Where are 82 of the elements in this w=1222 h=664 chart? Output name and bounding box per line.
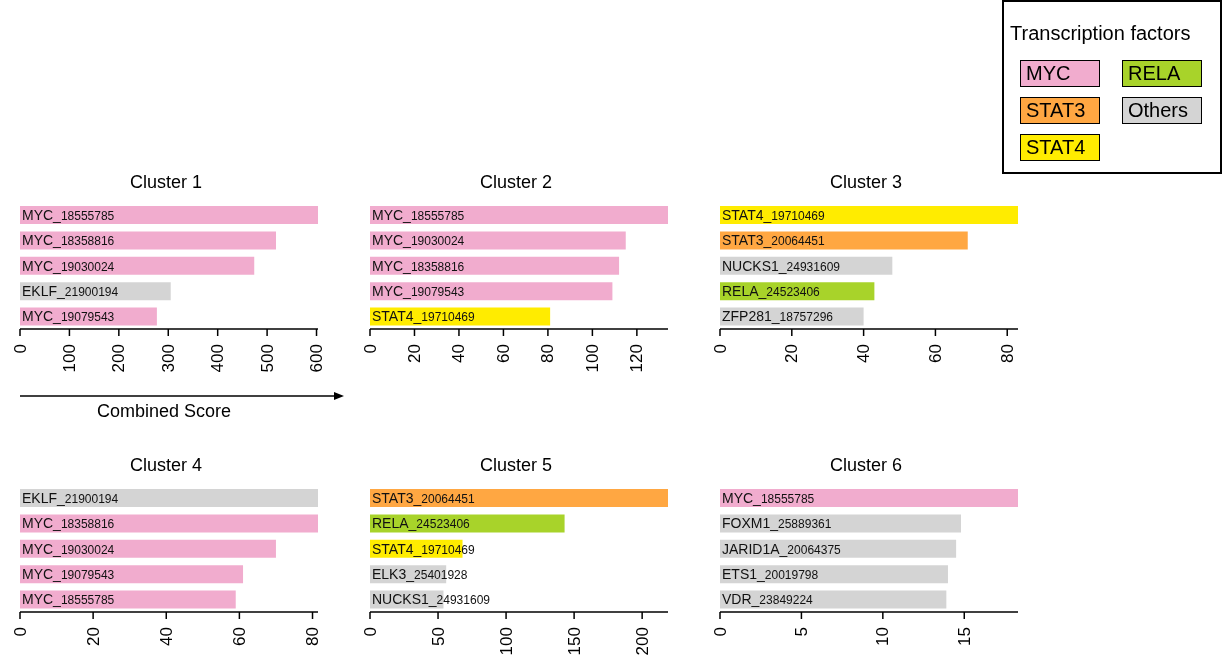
y-tick-label: RELA_24523406 <box>372 515 470 532</box>
x-tick-label: 20 <box>83 627 103 646</box>
y-tick-label: ETS1_20019798 <box>722 565 819 582</box>
y-tick-label: MYC_18358816 <box>372 257 465 274</box>
chart-title: Cluster 4 <box>129 454 203 477</box>
x-tick-label: 80 <box>538 344 558 363</box>
y-tick-label: VDR_23849224 <box>722 591 813 608</box>
x-tick-label: 20 <box>404 344 424 363</box>
x-tick-label: 0 <box>360 344 380 354</box>
x-tick-label: 15 <box>954 627 974 646</box>
x-tick-label: 80 <box>997 344 1017 363</box>
bar <box>370 206 668 224</box>
x-tick-label: 0 <box>360 627 380 637</box>
x-tick-label: 100 <box>59 344 79 373</box>
y-tick-label: MYC_19030024 <box>372 232 465 249</box>
x-tick-label: 40 <box>156 627 176 646</box>
y-tick-label: ZFP281_18757296 <box>722 308 833 325</box>
y-tick-label: MYC_19030024 <box>22 540 115 557</box>
y-tick-label: FOXM1_25889361 <box>722 515 832 532</box>
text: MYC <box>1026 61 1071 86</box>
x-tick-label: 5 <box>791 627 811 637</box>
x-tick-label: 300 <box>158 344 178 373</box>
x-tick-label: 600 <box>307 344 327 373</box>
x-tick-label: 100 <box>582 344 602 373</box>
x-tick-label: 60 <box>925 344 945 363</box>
y-tick-label: MYC_19079543 <box>22 308 115 325</box>
y-tick-label: MYC_19079543 <box>372 282 465 299</box>
y-tick-label: STAT3_20064451 <box>722 232 825 249</box>
chart-title: Cluster 5 <box>479 454 553 477</box>
text: STAT4 <box>1026 135 1086 160</box>
x-tick-label: 0 <box>710 627 730 637</box>
chart-title: Cluster 2 <box>479 171 553 194</box>
chart-title: Cluster 1 <box>129 171 203 194</box>
y-tick-label: MYC_18555785 <box>22 206 115 223</box>
x-tick-label: 40 <box>449 344 469 363</box>
y-tick-label: STAT4_19710469 <box>372 308 475 325</box>
x-tick-label: 120 <box>627 344 647 373</box>
x-tick-label: 0 <box>10 344 30 354</box>
y-tick-label: MYC_19079543 <box>22 565 115 582</box>
y-tick-label: MYC_18555785 <box>22 591 115 608</box>
bar <box>20 206 318 224</box>
x-axis-title: Combined Score <box>95 401 233 422</box>
bar <box>20 489 318 507</box>
x-tick-label: 150 <box>564 627 584 656</box>
bar <box>370 489 668 507</box>
y-tick-label: MYC_19030024 <box>22 257 115 274</box>
x-tick-label: 80 <box>303 627 323 646</box>
x-tick-label: 20 <box>782 344 802 363</box>
text: Others <box>1128 98 1189 123</box>
y-tick-label: MYC_18358816 <box>22 515 115 532</box>
text: STAT3 <box>1026 98 1086 123</box>
y-tick-label: STAT3_20064451 <box>372 489 475 506</box>
x-tick-label: 60 <box>493 344 513 363</box>
y-tick-label: ELK3_25401928 <box>372 565 468 582</box>
y-tick-label: RELA_24523406 <box>722 282 820 299</box>
y-tick-label: MYC_18555785 <box>722 489 815 506</box>
x-tick-label: 60 <box>229 627 249 646</box>
chart-title: Cluster 3 <box>829 171 903 194</box>
x-tick-label: 200 <box>109 344 129 373</box>
x-tick-label: 40 <box>854 344 874 363</box>
y-tick-label: MYC_18555785 <box>372 206 465 223</box>
x-tick-label: 0 <box>710 344 730 354</box>
y-tick-label: EKLF_21900194 <box>22 282 119 299</box>
x-tick-label: 400 <box>208 344 228 373</box>
x-tick-label: 0 <box>10 627 30 637</box>
y-tick-label: STAT4_19710469 <box>722 206 825 223</box>
chart-title: Cluster 6 <box>829 454 903 477</box>
x-tick-label: 100 <box>496 627 516 656</box>
x-tick-label: 10 <box>873 627 893 646</box>
bar <box>20 514 318 533</box>
bar <box>720 206 1018 224</box>
y-tick-label: NUCKS1_24931609 <box>372 591 490 608</box>
x-tick-label: 200 <box>632 627 652 656</box>
x-tick-label: 500 <box>257 344 277 373</box>
legend-title: Transcription factors <box>1010 22 1191 45</box>
bar <box>720 489 1018 507</box>
y-tick-label: EKLF_21900194 <box>22 489 119 506</box>
y-tick-label: NUCKS1_24931609 <box>722 257 840 274</box>
y-tick-label: JARID1A_20064375 <box>722 540 841 557</box>
x-tick-label: 50 <box>428 627 448 646</box>
y-tick-label: MYC_18358816 <box>22 232 115 249</box>
text: RELA <box>1128 61 1181 86</box>
